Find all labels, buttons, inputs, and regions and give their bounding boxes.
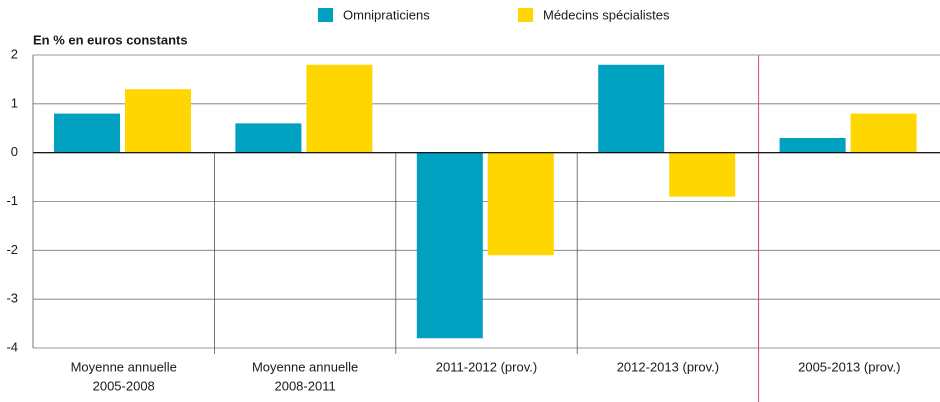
y-tick-label: -4 (6, 339, 18, 354)
bar (235, 123, 302, 153)
bar (416, 152, 483, 339)
legend-label: Omnipraticiens (343, 7, 430, 22)
x-tick-label: Moyenne annuelle (252, 359, 358, 374)
legend-swatch (318, 8, 333, 22)
x-tick-label: 2011-2012 (prov.) (436, 359, 537, 374)
x-tick-label: 2005-2008 (93, 378, 155, 393)
y-tick-label: -1 (6, 193, 18, 208)
y-tick-label: -3 (6, 291, 18, 306)
y-axis-label: En % en euros constants (33, 32, 188, 47)
y-tick-label: 0 (11, 144, 18, 159)
x-tick-label: 2012-2013 (prov.) (617, 359, 719, 374)
legend-swatch (518, 8, 533, 22)
bar (54, 113, 120, 153)
x-tick-label: 2008-2011 (274, 378, 335, 393)
legend-label: Médecins spécialistes (543, 7, 670, 22)
bar (669, 152, 736, 197)
bar (850, 113, 917, 153)
x-tick-label: 2005-2013 (prov.) (798, 359, 900, 374)
y-tick-label: -2 (6, 242, 18, 257)
x-tick-label: Moyenne annuelle (71, 359, 177, 374)
bar (779, 138, 846, 153)
y-tick-label: 2 (11, 46, 18, 61)
bar (487, 152, 554, 256)
bar (306, 64, 373, 153)
bar (125, 89, 191, 153)
bar (598, 64, 665, 153)
y-tick-label: 1 (11, 95, 18, 110)
